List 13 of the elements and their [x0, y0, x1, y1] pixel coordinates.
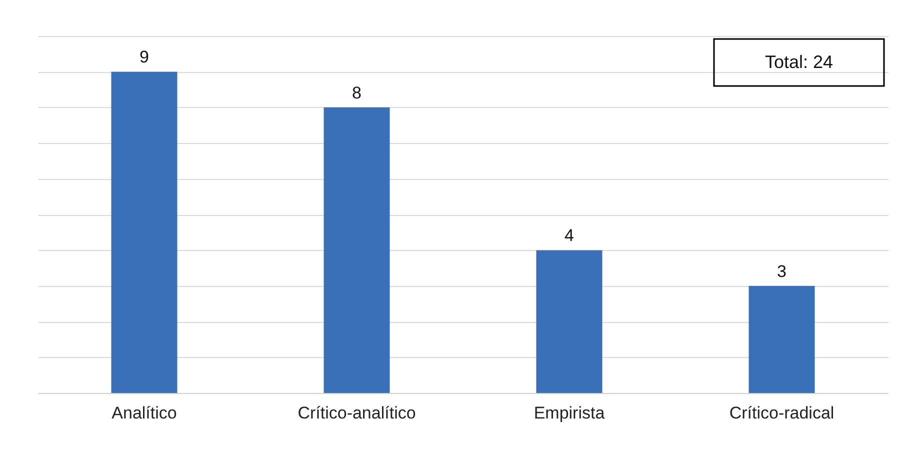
bar	[748, 286, 815, 393]
data-label: 3	[777, 262, 786, 281]
x-tick-label: Crítico-radical	[729, 404, 834, 422]
annotation: Total: 24	[764, 52, 834, 72]
data-label: 8	[352, 83, 362, 102]
data-label: 4	[564, 226, 574, 246]
bar	[324, 107, 390, 393]
bar	[536, 250, 602, 393]
data-label: 9	[140, 48, 149, 67]
x-tick-label: Empirista	[534, 404, 606, 422]
bar	[111, 72, 178, 393]
x-tick-label: Analítico	[112, 404, 177, 422]
x-tick-label: Crítico-analítico	[298, 404, 416, 422]
